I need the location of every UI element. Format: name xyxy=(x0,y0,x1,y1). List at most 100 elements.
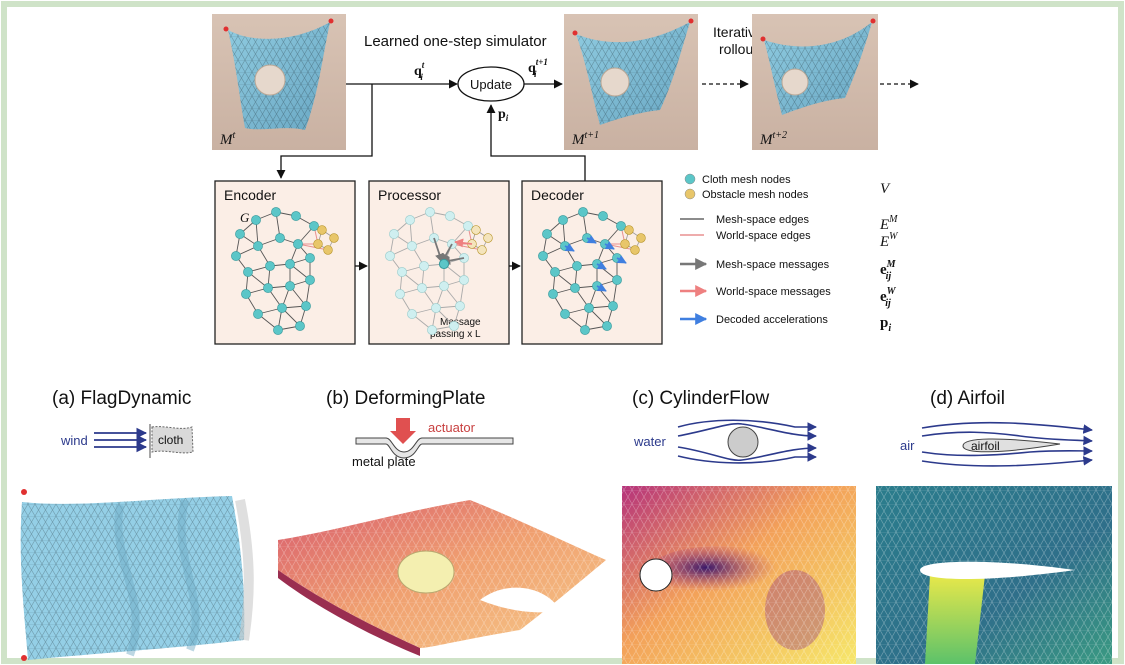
legend-label: World-space messages xyxy=(716,286,831,298)
m-t2-label: Mt+2 xyxy=(759,130,787,148)
cloth-node xyxy=(241,289,251,299)
cloth-node xyxy=(608,301,618,311)
processor-box xyxy=(368,180,510,345)
arrow-from-decoder xyxy=(486,104,586,181)
obstacle-node xyxy=(313,239,323,249)
decoder-graph xyxy=(538,207,646,335)
cloth-node xyxy=(427,325,437,335)
update-label: Update xyxy=(470,77,512,92)
obstacle-node xyxy=(624,225,634,235)
cloth-node xyxy=(243,267,253,277)
airfoil-schematic xyxy=(921,421,1093,467)
processor-graph xyxy=(385,207,493,335)
cloth-node xyxy=(275,233,285,243)
legend-symbol: V xyxy=(880,181,891,197)
mesh-message xyxy=(433,237,444,263)
obstacle-node xyxy=(329,233,339,243)
decoder-box xyxy=(521,180,663,345)
cloth-node xyxy=(305,253,315,263)
cloth-node xyxy=(273,325,283,335)
cloth-node xyxy=(295,321,305,331)
cloth-node xyxy=(570,283,580,293)
obstacle-node xyxy=(477,245,487,255)
cloth-node xyxy=(395,289,405,299)
legend-swatch xyxy=(684,188,696,200)
plate-schematic xyxy=(355,418,514,459)
obstacle-node xyxy=(630,245,640,255)
cloth-node xyxy=(584,303,594,313)
cloth-node xyxy=(285,259,295,269)
rollout-label-1: Iterative xyxy=(713,24,763,40)
obstacle-node xyxy=(636,233,646,243)
legend-symbol: EM xyxy=(879,214,898,233)
acceleration-arrow xyxy=(596,283,607,292)
obstacle-node xyxy=(620,239,630,249)
cloth-node xyxy=(580,325,590,335)
cylinder-render xyxy=(622,486,856,664)
cloth-node xyxy=(449,321,459,331)
obstacle-node xyxy=(323,245,333,255)
air-tag: air xyxy=(900,438,915,453)
m-t-label: Mt xyxy=(219,130,236,148)
cylinder-schematic xyxy=(677,419,817,464)
decoder-title: Decoder xyxy=(531,187,584,203)
encoder-box xyxy=(214,180,356,345)
world-message xyxy=(454,238,473,248)
cloth-node xyxy=(455,301,465,311)
cloth-node xyxy=(538,251,548,261)
cloth-node xyxy=(265,261,275,271)
obstacle-node xyxy=(471,225,481,235)
acceleration-arrow xyxy=(564,243,575,252)
legend-symbol: EW xyxy=(879,231,899,250)
water-tag: water xyxy=(633,434,666,449)
cloth-frame-t2 xyxy=(752,14,878,150)
cloth-node xyxy=(253,241,263,251)
cloth-node xyxy=(251,215,261,225)
panel-title-cylinder: (c) CylinderFlow xyxy=(632,388,770,409)
cloth-node xyxy=(431,303,441,313)
cloth-node xyxy=(463,221,473,231)
cloth-node xyxy=(397,267,407,277)
cloth-node xyxy=(598,211,608,221)
metal-plate-tag: metal plate xyxy=(352,454,416,469)
actuator-tag: actuator xyxy=(428,420,476,435)
cloth-node xyxy=(419,261,429,271)
panel-title-plate: (b) DeformingPlate xyxy=(326,388,485,409)
obstacle-node xyxy=(483,233,493,243)
cloth-node xyxy=(291,211,301,221)
q-t1-label: qt+1 i xyxy=(528,57,548,79)
legend-label: Decoded accelerations xyxy=(716,314,828,326)
cloth-node xyxy=(293,239,303,249)
obstacle-node xyxy=(317,225,327,235)
legend-label: Cloth mesh nodes xyxy=(702,174,791,186)
plate-render xyxy=(278,500,606,656)
processor-note-2: passing x L xyxy=(430,329,481,340)
processor-note-1: Message xyxy=(440,317,481,328)
legend-symbol: pi xyxy=(880,315,891,334)
cloth-node xyxy=(542,229,552,239)
legend-label: Mesh-space messages xyxy=(716,259,830,271)
cloth-node xyxy=(235,229,245,239)
cloth-node xyxy=(560,309,570,319)
cloth-node xyxy=(602,321,612,331)
legend-label: Obstacle mesh nodes xyxy=(702,189,809,201)
cloth-node xyxy=(417,283,427,293)
cloth-node xyxy=(572,261,582,271)
acceleration-arrow xyxy=(604,241,615,250)
panel-title-airfoil: (d) Airfoil xyxy=(930,388,1005,409)
processor-title: Processor xyxy=(378,187,441,203)
cloth-node xyxy=(612,275,622,285)
legend-symbol: eM ij xyxy=(880,259,897,282)
legend-symbol: eW ij xyxy=(880,286,897,309)
cloth-node xyxy=(550,267,560,277)
airfoil-render xyxy=(876,486,1112,664)
world-edge xyxy=(297,243,329,251)
cloth-node xyxy=(578,207,588,217)
cloth-node xyxy=(558,215,568,225)
cloth-node xyxy=(253,309,263,319)
cloth-node xyxy=(305,275,315,285)
airfoil-tag: airfoil xyxy=(971,439,1000,453)
cloth-frame-t xyxy=(212,14,346,150)
cloth-node xyxy=(407,241,417,251)
